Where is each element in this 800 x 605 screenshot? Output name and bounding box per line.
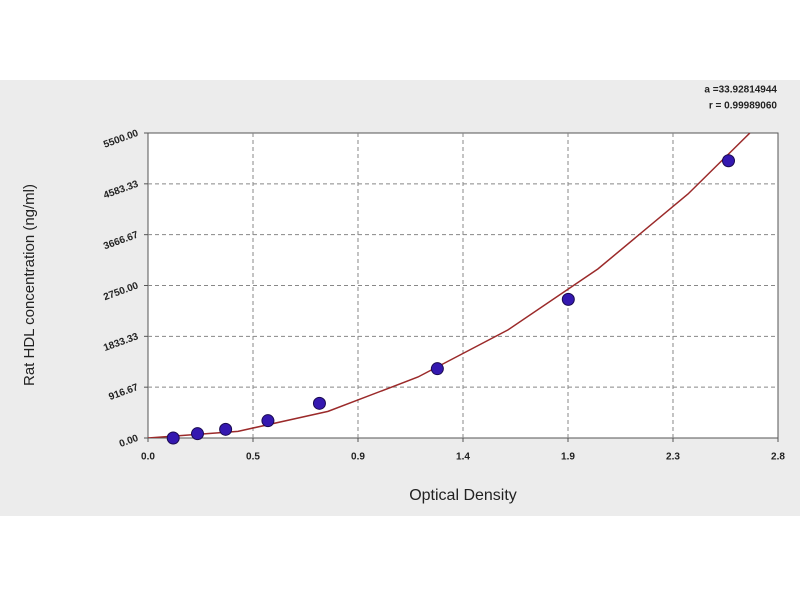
data-point xyxy=(166,431,180,445)
data-point xyxy=(561,292,575,306)
x-tick-label: 1.9 xyxy=(561,452,575,463)
data-point xyxy=(312,396,326,410)
y-axis-title: Rat HDL concentration (ng/ml) xyxy=(21,184,38,386)
x-tick-label: 2.3 xyxy=(666,452,680,463)
x-tick-label: 0.5 xyxy=(246,452,260,463)
data-point xyxy=(430,362,444,376)
data-point xyxy=(722,154,735,168)
data-point xyxy=(191,427,204,441)
x-tick-label: 1.4 xyxy=(456,452,470,463)
x-axis-title: Optical Density xyxy=(409,487,517,504)
annotation: a =33.92814944 xyxy=(704,85,777,96)
x-tick-label: 0.9 xyxy=(351,452,365,463)
annotation: r = 0.99989060 xyxy=(709,101,778,112)
data-point xyxy=(219,422,233,436)
data-point xyxy=(261,414,275,428)
x-tick-label: 0.0 xyxy=(141,452,155,463)
fit-curve xyxy=(148,133,751,438)
x-tick-label: 2.8 xyxy=(771,452,785,463)
